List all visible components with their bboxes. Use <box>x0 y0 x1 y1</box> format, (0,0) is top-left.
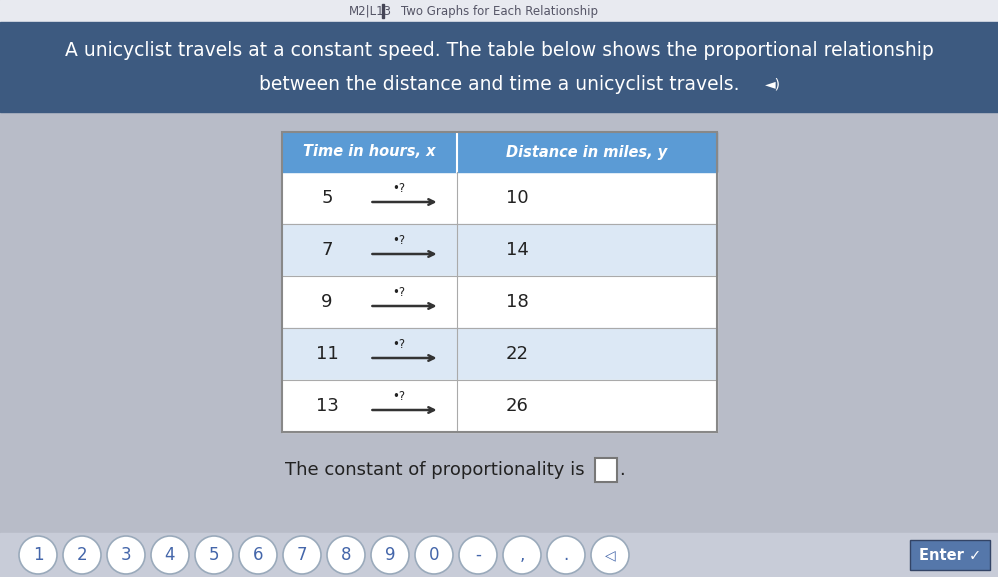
Text: 9: 9 <box>385 546 395 564</box>
Circle shape <box>459 536 497 574</box>
Text: •?: •? <box>392 339 406 351</box>
Text: 10: 10 <box>506 189 528 207</box>
Text: A unicyclist travels at a constant speed. The table below shows the proportional: A unicyclist travels at a constant speed… <box>65 40 933 59</box>
Bar <box>282 172 717 224</box>
Bar <box>282 132 717 432</box>
Text: .: . <box>564 546 569 564</box>
Text: 14: 14 <box>506 241 528 259</box>
Text: ,: , <box>519 546 525 564</box>
Text: Enter ✓: Enter ✓ <box>919 548 981 563</box>
Text: The constant of proportionality is: The constant of proportionality is <box>285 461 585 479</box>
Bar <box>0 0 998 22</box>
Bar <box>282 224 717 276</box>
Text: •?: •? <box>392 287 406 299</box>
Bar <box>0 533 998 577</box>
Text: 7: 7 <box>296 546 307 564</box>
Text: -: - <box>475 546 481 564</box>
Text: 22: 22 <box>506 345 529 363</box>
Circle shape <box>547 536 585 574</box>
Text: .: . <box>619 461 625 479</box>
Text: 11: 11 <box>315 345 338 363</box>
Text: ◁: ◁ <box>605 548 616 562</box>
Circle shape <box>283 536 321 574</box>
Text: •?: •? <box>392 234 406 248</box>
Text: 13: 13 <box>315 397 338 415</box>
Text: 5: 5 <box>321 189 332 207</box>
Circle shape <box>503 536 541 574</box>
Bar <box>282 132 717 432</box>
Bar <box>910 540 990 570</box>
Text: Two Graphs for Each Relationship: Two Graphs for Each Relationship <box>401 5 599 17</box>
Bar <box>382 4 384 18</box>
Text: M2|L13: M2|L13 <box>348 5 391 17</box>
Text: between the distance and time a unicyclist travels.: between the distance and time a unicycli… <box>258 74 740 93</box>
Text: Time in hours, x: Time in hours, x <box>303 144 436 159</box>
Text: 26: 26 <box>506 397 528 415</box>
Text: •?: •? <box>392 182 406 196</box>
Bar <box>0 22 998 112</box>
Circle shape <box>591 536 629 574</box>
Circle shape <box>371 536 409 574</box>
Bar <box>282 380 717 432</box>
Bar <box>0 112 998 577</box>
Circle shape <box>151 536 189 574</box>
Text: 9: 9 <box>321 293 332 311</box>
Circle shape <box>327 536 365 574</box>
Text: 18: 18 <box>506 293 528 311</box>
Bar <box>282 328 717 380</box>
Text: 1: 1 <box>33 546 43 564</box>
Text: •?: •? <box>392 391 406 403</box>
Text: 3: 3 <box>121 546 132 564</box>
Text: 6: 6 <box>252 546 263 564</box>
Circle shape <box>195 536 233 574</box>
Text: 0: 0 <box>429 546 439 564</box>
Bar <box>282 132 717 172</box>
Text: 2: 2 <box>77 546 87 564</box>
Bar <box>595 458 617 482</box>
Bar <box>282 276 717 328</box>
Text: 5: 5 <box>209 546 220 564</box>
Circle shape <box>239 536 277 574</box>
Circle shape <box>107 536 145 574</box>
Text: 4: 4 <box>165 546 176 564</box>
Text: 8: 8 <box>340 546 351 564</box>
Circle shape <box>19 536 57 574</box>
Circle shape <box>415 536 453 574</box>
Text: ◄): ◄) <box>765 77 781 91</box>
Text: Distance in miles, y: Distance in miles, y <box>506 144 668 159</box>
Text: 7: 7 <box>321 241 332 259</box>
Circle shape <box>63 536 101 574</box>
